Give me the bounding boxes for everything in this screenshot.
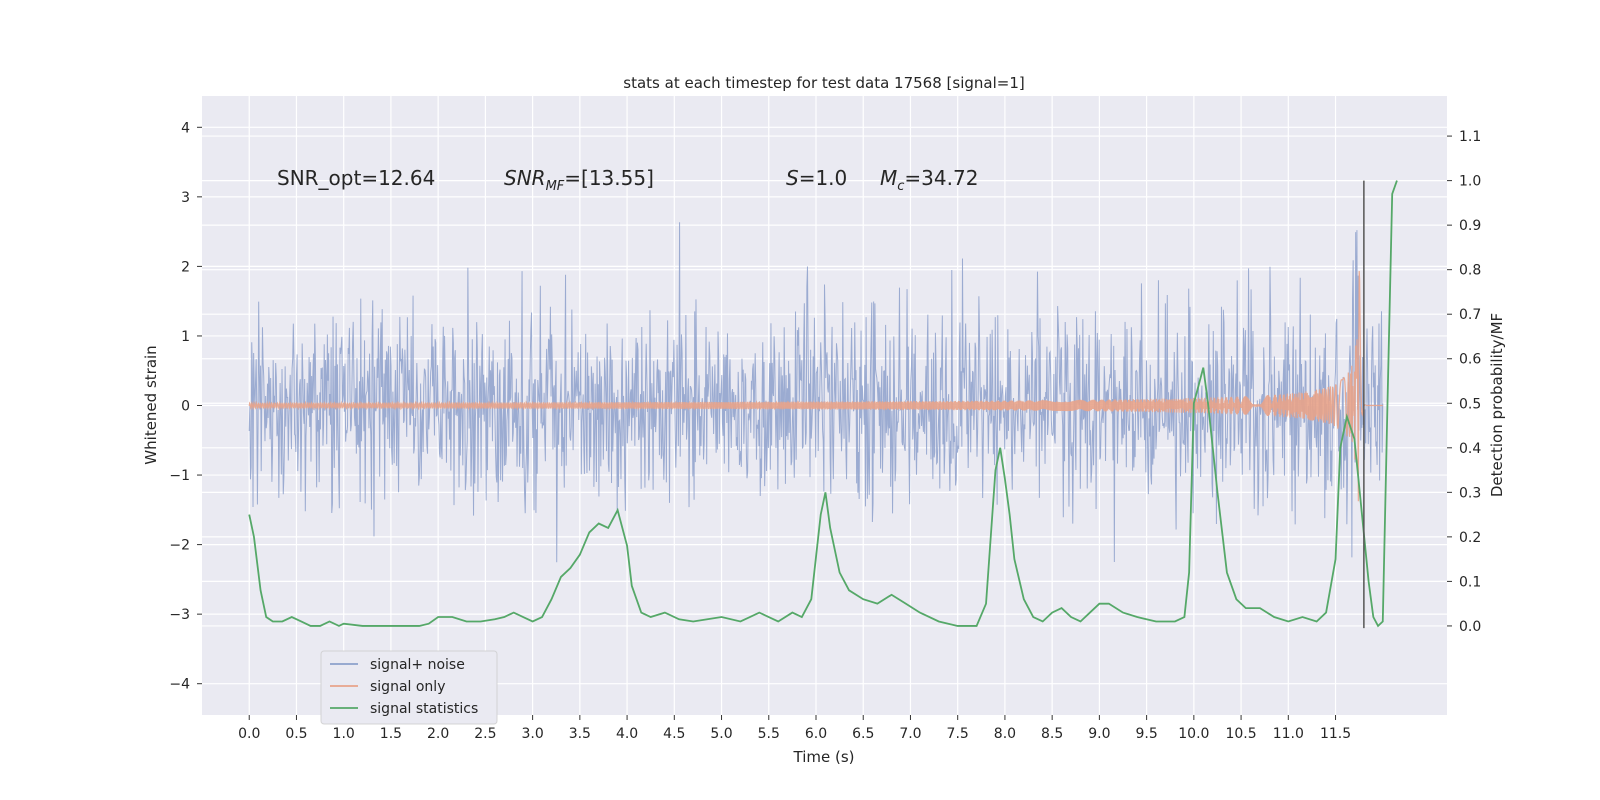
- x-tick-label: 0.5: [285, 726, 307, 742]
- legend-box: [320, 650, 498, 725]
- legend-label-stats: signal statistics: [370, 701, 478, 717]
- x-tick-label: 1.5: [380, 726, 402, 742]
- y-tick-label: −2: [169, 538, 190, 554]
- legend-label-signal: signal only: [370, 679, 445, 695]
- x-tick-label: 8.5: [1041, 726, 1063, 742]
- y-tick-label: 3: [181, 190, 190, 206]
- chart-title: stats at each timestep for test data 175…: [623, 74, 1024, 92]
- y-tick-label: 2: [181, 259, 190, 275]
- annotation-mc: Mc=34.72: [880, 166, 978, 194]
- x-tick-label: 10.5: [1225, 726, 1256, 742]
- x-tick-label: 6.0: [805, 726, 827, 742]
- x-tick-label: 2.0: [427, 726, 449, 742]
- y2-tick-label: 0.1: [1459, 574, 1481, 590]
- series-signal-statistics: [248, 180, 1398, 628]
- snr-mf-value: =[13.55]: [564, 166, 654, 190]
- x-tick-label: 6.5: [852, 726, 874, 742]
- mc-main: M: [880, 166, 897, 190]
- y2-tick-label: 0.7: [1459, 307, 1481, 323]
- right-axis-ticks: 1.1 1.0 0.9 0.8 0.7 0.6 0.5 0.4 0.3 0.2 0.1 0.0: [1447, 129, 1481, 635]
- y2-tick-label: 0.8: [1459, 263, 1481, 279]
- x-tick-label: 7.0: [899, 726, 921, 742]
- legend: signal+ noise signal only signal statist…: [320, 650, 498, 725]
- y-tick-label: −3: [169, 607, 190, 623]
- x-tick-label: 0.0: [238, 726, 260, 742]
- x-tick-label: 3.0: [521, 726, 543, 742]
- x-tick-label: 11.0: [1273, 726, 1304, 742]
- y-tick-label: −4: [169, 677, 190, 693]
- mc-sub: c: [897, 179, 904, 194]
- x-tick-label: 10.0: [1178, 726, 1209, 742]
- x-tick-label: 7.5: [947, 726, 969, 742]
- x-tick-label: 2.5: [474, 726, 496, 742]
- y-tick-label: 1: [181, 329, 190, 345]
- y2-tick-label: 0.4: [1459, 441, 1481, 457]
- mc-value: =34.72: [904, 166, 978, 190]
- x-tick-label: 8.0: [994, 726, 1016, 742]
- snr-mf-sub: MF: [546, 179, 565, 194]
- y2-tick-label: 0.9: [1459, 218, 1481, 234]
- x-tick-label: 5.0: [710, 726, 732, 742]
- x-tick-label: 5.5: [758, 726, 780, 742]
- legend-label-noise: signal+ noise: [370, 657, 465, 673]
- y2-tick-label: 1.0: [1459, 174, 1481, 190]
- x-tick-label: 9.5: [1135, 726, 1157, 742]
- s-value: =1.0: [799, 166, 848, 190]
- s-symbol: S: [786, 166, 799, 190]
- y2-tick-label: 0.3: [1459, 485, 1481, 501]
- y2-tick-label: 0.5: [1459, 396, 1481, 412]
- y-tick-label: 4: [181, 120, 190, 136]
- y2-tick-label: 1.1: [1459, 129, 1481, 145]
- y2-axis-label: Detection probability/MF: [1488, 313, 1506, 497]
- x-axis-label: Time (s): [793, 748, 855, 766]
- x-tick-label: 3.5: [569, 726, 591, 742]
- x-axis-ticks: 0.0 0.5 1.0 1.5 2.0 2.5 3.0 3.5 4.0 4.5 5.0 5.5 6.0 6…: [238, 715, 1351, 742]
- y-tick-label: 0: [181, 399, 190, 415]
- left-axis-ticks: 4 3 2 1 0 −1 −2 −3 −4: [169, 120, 202, 693]
- annotation-s: S=1.0: [786, 166, 847, 190]
- stats-layer: [248, 180, 1398, 628]
- annotation-snr-opt: SNR_opt=12.64: [277, 166, 435, 190]
- x-tick-label: 4.5: [663, 726, 685, 742]
- annotation-snr-mf: SNRMF=[13.55]: [504, 166, 654, 194]
- x-tick-label: 9.0: [1088, 726, 1110, 742]
- snr-mf-main: SNR: [504, 166, 546, 190]
- y2-tick-label: 0.0: [1459, 619, 1481, 635]
- x-tick-label: 11.5: [1320, 726, 1351, 742]
- y-tick-label: −1: [169, 468, 190, 484]
- x-tick-label: 4.0: [616, 726, 638, 742]
- x-tick-label: 1.0: [333, 726, 355, 742]
- y2-tick-label: 0.2: [1459, 530, 1481, 546]
- y-axis-label: Whitened strain: [142, 345, 160, 464]
- y2-tick-label: 0.6: [1459, 352, 1481, 368]
